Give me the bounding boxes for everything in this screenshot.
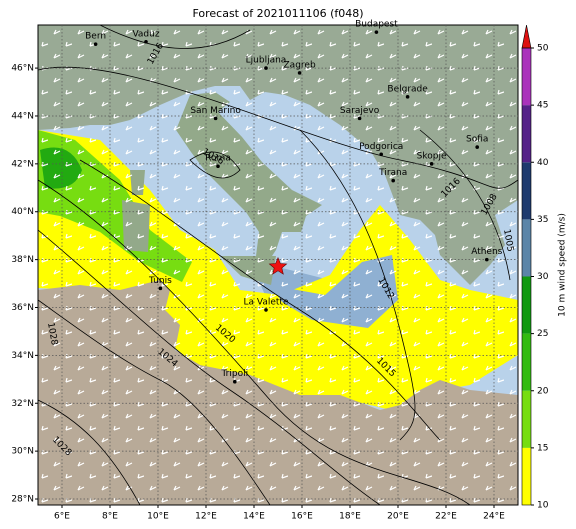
city-dot bbox=[485, 257, 489, 262]
y-tick-label: 40°N bbox=[11, 207, 34, 217]
city-label: Skopje bbox=[417, 151, 447, 161]
city-label: Athens bbox=[471, 247, 502, 257]
city-label: Roma bbox=[205, 154, 231, 164]
x-tick-label: 24°E bbox=[483, 512, 505, 522]
colorbar-tick-label: 20 bbox=[537, 386, 549, 396]
y-tick-label: 42°N bbox=[11, 159, 34, 169]
isobar bbox=[38, 299, 271, 505]
colorbar-segment bbox=[522, 48, 531, 106]
y-tick-label: 38°N bbox=[11, 255, 34, 265]
city-dot bbox=[233, 379, 237, 384]
city-dot bbox=[158, 286, 163, 291]
city-label: Tunis bbox=[148, 276, 172, 286]
colorbar-segment bbox=[522, 105, 531, 163]
y-tick-label: 30°N bbox=[11, 447, 34, 457]
x-tick-label: 18°E bbox=[339, 512, 361, 522]
city-label: Tirana bbox=[378, 168, 407, 178]
city-dot bbox=[216, 164, 220, 169]
city-dot bbox=[144, 39, 148, 44]
colorbar-tick-label: 35 bbox=[537, 215, 548, 225]
y-tick-label: 34°N bbox=[11, 351, 34, 361]
x-tick-label: 22°E bbox=[435, 512, 457, 522]
city-dot bbox=[213, 116, 218, 121]
x-tick-label: 20°E bbox=[387, 512, 409, 522]
city-label: Vaduz bbox=[132, 29, 159, 39]
city-label: Budapest bbox=[355, 20, 398, 30]
colorbar-tick-label: 25 bbox=[537, 329, 548, 339]
colorbar-tick-label: 45 bbox=[537, 101, 548, 111]
city-dot bbox=[405, 95, 410, 99]
colorbar-segment bbox=[522, 447, 531, 505]
city-label: Podgorica bbox=[359, 142, 403, 152]
y-tick-label: 32°N bbox=[11, 399, 34, 409]
isobar bbox=[99, 25, 251, 49]
x-tick-label: 8°E bbox=[102, 512, 118, 522]
city-dot bbox=[379, 152, 384, 157]
isobar bbox=[38, 399, 141, 505]
colorbar-segment bbox=[522, 390, 531, 448]
colorbar-segment bbox=[522, 276, 531, 334]
x-tick-label: 6°E bbox=[54, 512, 70, 522]
isobar bbox=[299, 129, 416, 441]
colorbar-segment bbox=[522, 333, 531, 391]
city-label: Sarajevo bbox=[340, 106, 380, 116]
colorbar-tick-label: 15 bbox=[537, 443, 548, 453]
colorbar-label: 10 m wind speed (m/s) bbox=[558, 213, 568, 317]
city-label: Ljubljana bbox=[246, 56, 287, 66]
y-tick-label: 44°N bbox=[11, 111, 34, 121]
isobar-label: 1005 bbox=[501, 228, 515, 252]
city-label: San Marino bbox=[190, 106, 241, 116]
city-dot bbox=[264, 308, 268, 312]
colorbar-tick-label: 10 bbox=[537, 501, 549, 511]
isobar bbox=[38, 229, 381, 505]
map-title: Forecast of 2021011106 (f048) bbox=[192, 7, 363, 20]
x-tick-label: 14°E bbox=[243, 512, 265, 522]
y-tick-label: 36°N bbox=[11, 303, 34, 313]
overlay: 6°E 8°E 10°E 12°E 14°E 16°E 18°E 20°E 22°E 24°E 28… bbox=[11, 20, 548, 522]
isobar bbox=[79, 159, 441, 441]
x-tick-label: 16°E bbox=[291, 512, 313, 522]
x-tick-label: 10°E bbox=[147, 512, 169, 522]
isobar bbox=[419, 129, 511, 281]
city-dot bbox=[264, 66, 268, 70]
city-dot bbox=[357, 116, 362, 121]
colorbar-tick-label: 40 bbox=[537, 158, 549, 168]
isobar bbox=[38, 66, 518, 189]
x-tick-label: 12°E bbox=[195, 512, 217, 522]
city-dot bbox=[374, 30, 379, 34]
colorbar-tick-label: 30 bbox=[537, 272, 549, 282]
colorbar-segment bbox=[522, 219, 531, 277]
y-tick-label: 28°N bbox=[11, 495, 34, 505]
isobars bbox=[38, 25, 518, 505]
city-label: Zagreb bbox=[284, 60, 316, 70]
city-label: Sofia bbox=[466, 135, 488, 145]
event-star bbox=[268, 257, 288, 275]
city-dot bbox=[297, 71, 302, 75]
isobar bbox=[38, 179, 471, 505]
y-tick-label: 46°N bbox=[11, 64, 34, 74]
city-dot bbox=[429, 162, 434, 166]
city-dot bbox=[391, 178, 396, 183]
colorbar-segment bbox=[522, 162, 531, 220]
city-label: Tripoli bbox=[220, 369, 248, 379]
isobar bbox=[189, 151, 241, 179]
city-label: Belgrade bbox=[387, 84, 428, 94]
city-label: La Valette bbox=[244, 297, 289, 307]
colorbar-tick-label: 50 bbox=[537, 44, 549, 54]
city-dot bbox=[475, 145, 480, 149]
city-label: Bern bbox=[85, 32, 106, 42]
isobar-label: 1028 bbox=[45, 322, 59, 347]
colorbar-extend bbox=[521, 24, 532, 49]
map-frame bbox=[37, 24, 519, 506]
city-dot bbox=[93, 42, 98, 46]
